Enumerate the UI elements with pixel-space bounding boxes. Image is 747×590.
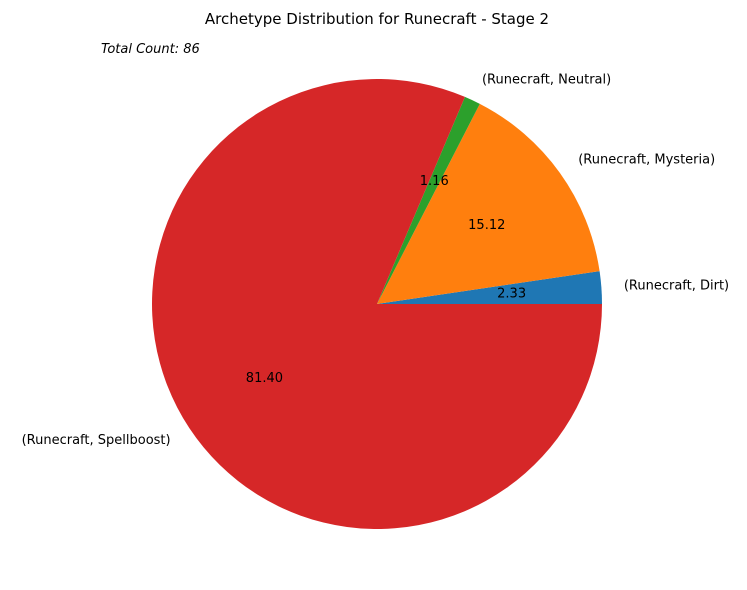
pie-slice <box>152 78 603 529</box>
slice-percentage-label: 15.12 <box>468 218 505 233</box>
slice-percentage-label: 1.16 <box>420 174 449 189</box>
slice-category-label: (Runecraft, Dirt) <box>624 278 729 293</box>
pie-slice <box>377 96 480 304</box>
slice-category-label: (Runecraft, Neutral) <box>482 72 611 87</box>
pie-slice <box>377 271 602 304</box>
category-labels: (Runecraft, Dirt) (Runecraft, Mysteria) (R… <box>22 72 730 448</box>
chart-title: Archetype Distribution for Runecraft - S… <box>205 10 549 28</box>
pie-slice <box>377 103 600 305</box>
percentage-labels: 2.33 15.12 1.16 81.40 <box>246 174 526 386</box>
slice-percentage-label: 2.33 <box>497 287 526 302</box>
slice-category-label: (Runecraft, Spellboost) <box>22 433 171 448</box>
slice-percentage-label: 81.40 <box>246 371 283 386</box>
slice-category-label: (Runecraft, Mysteria) <box>578 152 715 167</box>
pie-slices <box>152 78 603 529</box>
total-count-annotation: Total Count: 86 <box>101 42 200 57</box>
